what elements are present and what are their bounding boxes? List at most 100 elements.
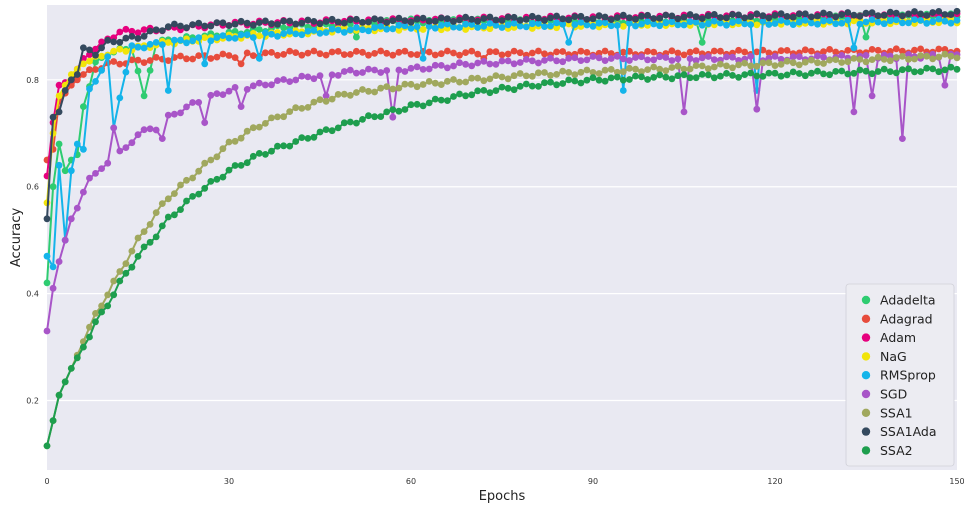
data-point xyxy=(431,95,439,103)
data-point xyxy=(559,80,567,87)
data-point xyxy=(777,10,785,17)
data-point xyxy=(535,47,542,55)
data-point xyxy=(207,156,215,164)
data-point xyxy=(134,29,142,37)
data-point xyxy=(619,55,627,63)
data-point xyxy=(929,9,937,16)
data-point xyxy=(49,263,57,271)
data-point xyxy=(644,66,651,73)
data-point xyxy=(814,52,821,60)
data-point xyxy=(322,18,330,25)
data-point xyxy=(189,21,197,28)
data-point xyxy=(225,138,233,146)
data-point xyxy=(553,57,560,65)
data-point xyxy=(880,56,888,63)
data-point xyxy=(535,69,542,77)
data-point xyxy=(789,21,797,28)
data-point xyxy=(152,233,160,241)
data-point xyxy=(213,90,221,97)
data-point xyxy=(444,97,451,104)
data-point xyxy=(377,69,385,76)
data-point xyxy=(541,57,548,64)
data-point xyxy=(201,22,209,30)
data-point xyxy=(899,66,906,74)
data-point xyxy=(328,25,336,33)
data-point xyxy=(929,65,937,73)
data-point xyxy=(783,18,791,26)
data-point xyxy=(189,193,197,200)
data-point xyxy=(401,22,409,30)
data-point xyxy=(134,253,142,260)
data-point xyxy=(43,442,51,450)
data-point xyxy=(383,67,391,74)
data-point xyxy=(262,29,269,37)
data-point xyxy=(304,73,312,81)
data-point xyxy=(698,71,706,78)
data-point xyxy=(820,17,827,25)
data-point xyxy=(710,56,718,63)
data-point xyxy=(116,38,124,46)
data-point xyxy=(158,200,166,208)
data-point xyxy=(231,28,239,35)
data-point xyxy=(225,87,233,95)
data-point xyxy=(122,144,130,152)
data-point xyxy=(650,63,658,71)
data-point xyxy=(644,76,651,83)
data-point xyxy=(310,18,318,25)
data-point xyxy=(274,142,281,150)
data-point xyxy=(183,103,190,111)
data-point xyxy=(795,70,803,77)
data-point xyxy=(286,17,294,25)
data-point xyxy=(698,21,706,29)
data-point xyxy=(67,215,75,223)
data-point xyxy=(626,64,633,72)
data-point xyxy=(941,11,949,18)
legend-marker xyxy=(861,389,871,399)
data-point xyxy=(856,13,864,20)
data-point xyxy=(832,56,840,63)
data-point xyxy=(680,51,688,59)
data-point xyxy=(771,53,779,60)
data-point xyxy=(128,33,136,40)
data-point xyxy=(820,53,827,61)
data-point xyxy=(874,68,882,75)
data-point xyxy=(632,65,639,73)
series-sgd xyxy=(43,50,961,335)
data-point xyxy=(407,80,415,88)
x-tick-label: 30 xyxy=(224,477,234,486)
data-point xyxy=(304,49,312,57)
data-point xyxy=(935,53,943,61)
data-point xyxy=(292,20,300,28)
data-point xyxy=(492,16,500,24)
data-point xyxy=(735,46,742,54)
data-point xyxy=(140,26,148,33)
data-point xyxy=(680,65,688,73)
data-point xyxy=(86,46,93,54)
data-point xyxy=(189,37,197,45)
data-point xyxy=(607,55,615,62)
data-point xyxy=(110,38,118,46)
data-point xyxy=(164,39,172,46)
data-point xyxy=(219,145,227,153)
data-point xyxy=(565,16,573,24)
legend-label: Adam xyxy=(880,330,916,345)
data-point xyxy=(704,71,712,79)
data-point xyxy=(777,61,785,68)
data-point xyxy=(710,74,718,82)
data-point xyxy=(189,55,197,63)
data-point xyxy=(104,159,112,167)
data-point xyxy=(316,20,324,28)
data-point xyxy=(280,51,287,58)
data-point xyxy=(365,51,372,59)
data-point xyxy=(844,70,852,78)
data-point xyxy=(547,22,554,30)
legend-label: Adadelta xyxy=(880,293,936,308)
data-point xyxy=(589,69,597,76)
data-point xyxy=(468,91,476,99)
data-point xyxy=(183,55,190,63)
data-point xyxy=(146,238,154,246)
data-point xyxy=(383,108,391,116)
data-point xyxy=(207,91,215,99)
data-point xyxy=(152,54,160,61)
